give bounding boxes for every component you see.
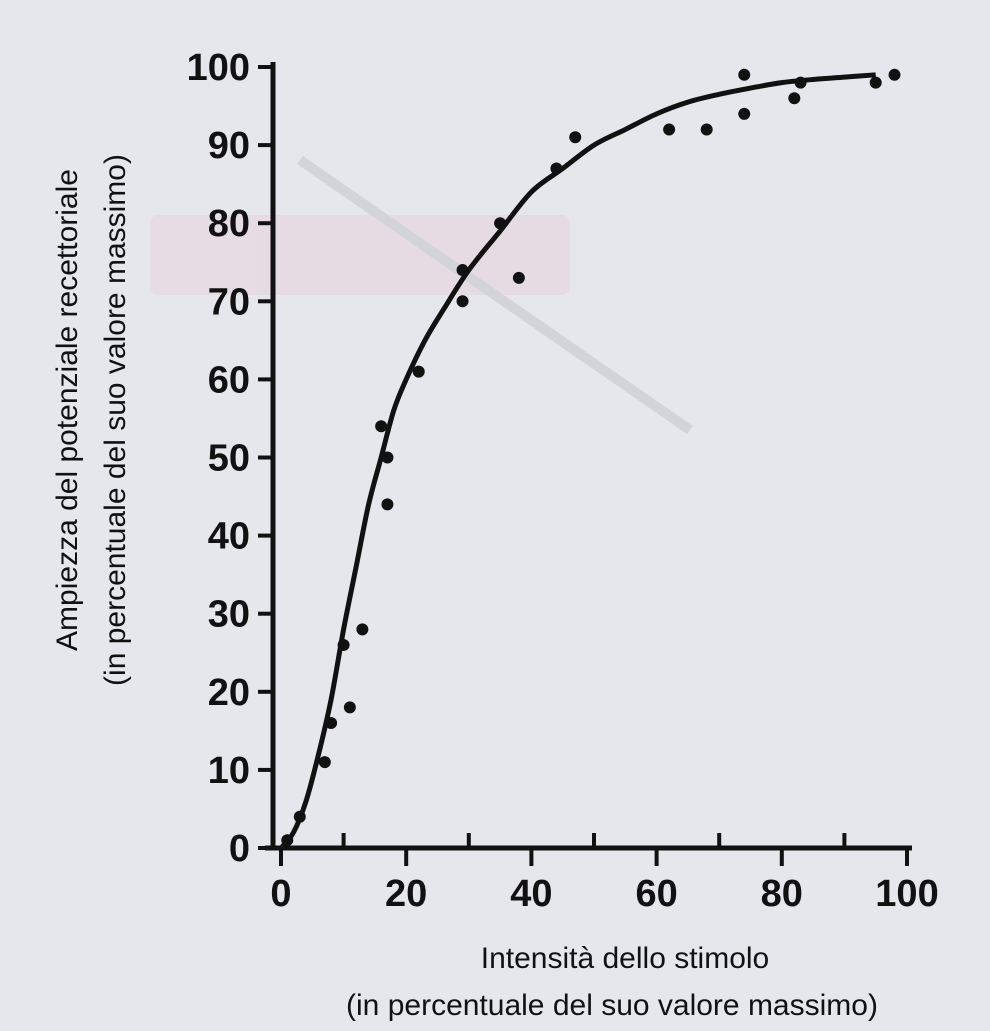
y-tick-label-70: 70 — [208, 281, 250, 323]
data-point — [456, 295, 469, 308]
y-tick-label-100: 100 — [187, 47, 250, 89]
data-point — [569, 131, 582, 144]
x-tick-label-100: 100 — [875, 873, 938, 915]
y-tick-label-90: 90 — [208, 125, 250, 167]
axes-layer — [265, 62, 912, 851]
y-tick-label-30: 30 — [208, 594, 250, 636]
data-point — [412, 365, 425, 378]
x-axis-title-line2: (in percentuale del suo valore massimo) — [346, 989, 878, 1022]
data-point — [356, 623, 369, 636]
data-point — [381, 451, 394, 464]
data-point — [281, 834, 294, 847]
data-point — [343, 701, 356, 714]
ticks-layer: 0 10 20 30 40 50 60 70 80 90 100 0 20 40 60 80 100 — [187, 47, 939, 915]
fitted-curve-line — [279, 72, 876, 850]
data-point — [869, 76, 882, 89]
data-point — [888, 68, 901, 81]
y-tick-label-50: 50 — [208, 438, 250, 480]
data-point — [381, 498, 394, 511]
y-tick-label-60: 60 — [208, 359, 250, 401]
data-point — [325, 717, 338, 730]
data-point — [318, 756, 331, 769]
data-point — [293, 810, 306, 823]
data-point — [788, 92, 801, 105]
points-layer — [281, 68, 901, 847]
x-tick-label-80: 80 — [761, 873, 803, 915]
x-tick-label-0: 0 — [270, 873, 291, 915]
data-point — [700, 123, 713, 136]
y-axis-title-line2: (in percentuale del suo valore massimo) — [99, 154, 132, 686]
curve-layer — [279, 72, 876, 850]
data-point — [512, 271, 525, 284]
data-point — [456, 264, 469, 277]
x-axis-title-line1: Intensità dello stimolo — [481, 942, 770, 975]
data-point — [738, 68, 751, 81]
data-point — [494, 217, 507, 230]
x-tick-label-40: 40 — [510, 873, 552, 915]
y-tick-label-20: 20 — [208, 672, 250, 714]
data-point — [337, 638, 350, 651]
x-tick-label-60: 60 — [635, 873, 677, 915]
data-point — [738, 107, 751, 120]
x-tick-label-20: 20 — [385, 873, 427, 915]
data-point — [375, 420, 388, 433]
data-point — [794, 76, 807, 89]
y-tick-label-0: 0 — [229, 828, 250, 870]
y-axis-title-line1: Ampiezza del potenziale recettoriale — [51, 169, 84, 651]
data-point — [663, 123, 676, 136]
data-point — [550, 162, 563, 175]
y-tick-label-40: 40 — [208, 516, 250, 558]
y-tick-label-80: 80 — [208, 203, 250, 245]
y-tick-label-10: 10 — [208, 750, 250, 792]
